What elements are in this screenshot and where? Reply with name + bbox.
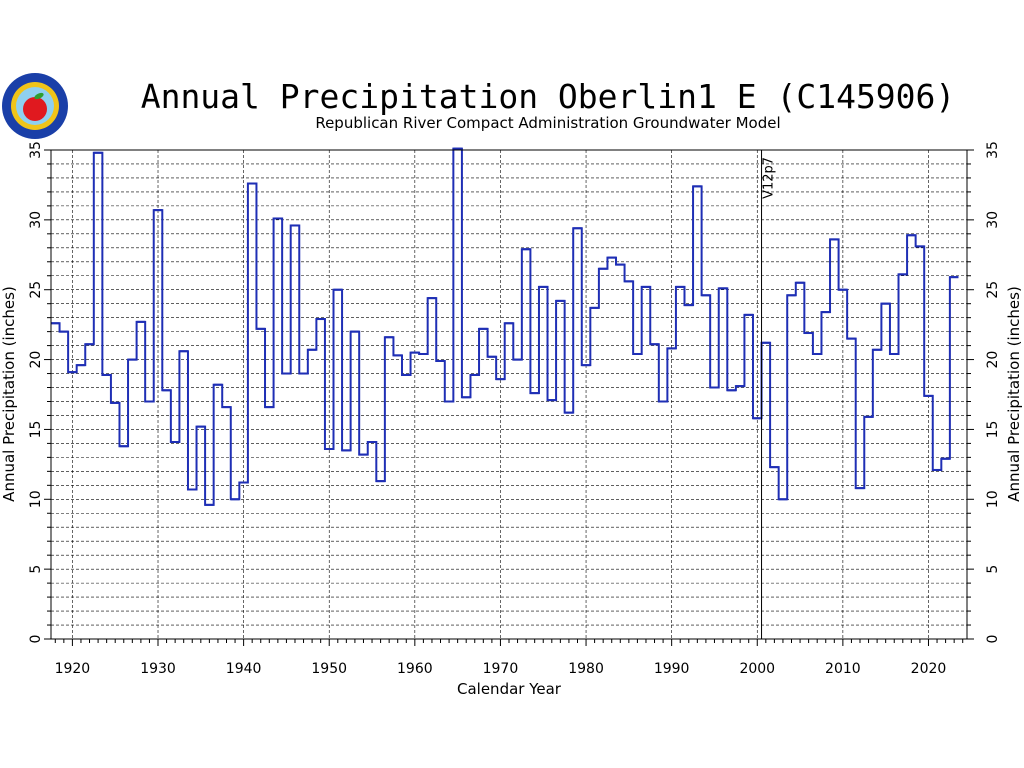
x-tick-label: 1930 [140, 661, 176, 677]
y-tick-label-right: 35 [985, 141, 1001, 159]
y-tick-label-right: 10 [985, 490, 1001, 508]
y-tick-label-left: 5 [28, 565, 44, 574]
chart-title: Annual Precipitation Oberlin1 E (C145906… [141, 77, 956, 116]
y-axis-label-left: Annual Precipitation (inches) [0, 286, 18, 502]
x-axis: 1920 1930 1940 1950 1960 1970 1980 1990 2000 2010… [55, 639, 964, 677]
series-layer [51, 147, 959, 506]
y-tick-label-right: 20 [985, 351, 1001, 369]
y-tick-label-right: 0 [985, 635, 1001, 644]
x-tick-label: 1950 [311, 661, 347, 677]
x-tick-label: 1940 [226, 661, 262, 677]
y-tick-label-left: 0 [28, 635, 44, 644]
y-tick-label-left: 25 [28, 281, 44, 299]
y-axis-right: 0 5 10 15 20 25 30 35 [967, 141, 1001, 643]
y-tick-label-right: 15 [985, 421, 1001, 439]
apple-logo [2, 73, 68, 139]
y-tick-label-right: 25 [985, 281, 1001, 299]
y-tick-label-left: 15 [28, 421, 44, 439]
y-tick-label-right: 30 [985, 211, 1001, 229]
x-tick-label: 1970 [483, 661, 519, 677]
version-marker-label: V12p7 [761, 157, 776, 199]
x-tick-label: 1920 [55, 661, 91, 677]
version-marker: V12p7 [761, 150, 776, 639]
x-tick-label: 1990 [654, 661, 690, 677]
y-tick-label-left: 10 [28, 490, 44, 508]
y-tick-label-left: 35 [28, 141, 44, 159]
x-axis-label: Calendar Year [457, 680, 562, 698]
logo-apple-icon [23, 97, 47, 121]
precipitation-series [51, 147, 959, 506]
grid [51, 150, 967, 639]
y-axis-left: 0 5 10 15 20 25 30 35 [28, 141, 51, 643]
y-tick-label-left: 30 [28, 211, 44, 229]
y-axis-label-right: Annual Precipitation (inches) [1005, 286, 1023, 502]
x-tick-label: 2020 [911, 661, 947, 677]
y-tick-label-right: 5 [985, 565, 1001, 574]
y-tick-label-left: 20 [28, 351, 44, 369]
logo-leaf-icon [34, 92, 44, 100]
chart-subtitle: Republican River Compact Administration … [315, 114, 780, 132]
x-tick-label: 2000 [739, 661, 775, 677]
x-tick-label: 2010 [825, 661, 861, 677]
x-tick-label: 1960 [397, 661, 433, 677]
x-tick-label: 1980 [568, 661, 604, 677]
